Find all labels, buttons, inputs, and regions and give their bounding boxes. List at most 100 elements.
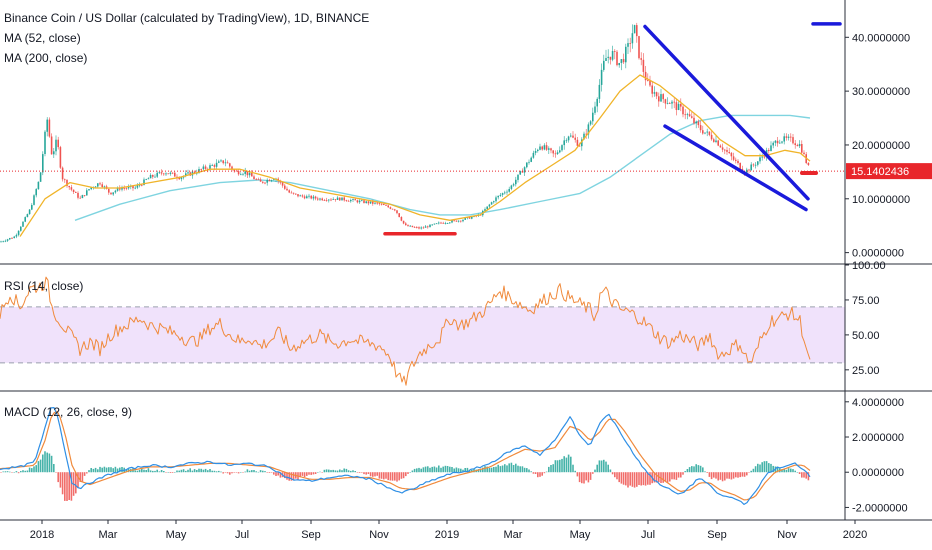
candle-body bbox=[565, 140, 568, 142]
macd-histogram-bar bbox=[625, 472, 627, 486]
macd-histogram-bar bbox=[757, 463, 759, 473]
candle-body bbox=[798, 144, 801, 147]
candle-body bbox=[121, 188, 123, 190]
candle-body bbox=[457, 220, 460, 222]
candle-body bbox=[409, 225, 411, 227]
candle-body bbox=[620, 59, 623, 63]
ma200-line bbox=[74, 114, 811, 221]
time-tick-label: 2018 bbox=[30, 529, 54, 541]
time-tick-label: 2020 bbox=[843, 529, 867, 541]
candle-body bbox=[521, 171, 524, 173]
macd-histogram-bar bbox=[402, 472, 405, 479]
macd-histogram-bar bbox=[752, 468, 755, 473]
macd-histogram-bar bbox=[160, 470, 163, 473]
macd-histogram-bar bbox=[332, 469, 334, 473]
candle-body bbox=[17, 230, 20, 235]
macd-histogram-bar bbox=[224, 472, 227, 473]
candle-body bbox=[242, 173, 244, 175]
candle-body bbox=[389, 207, 392, 209]
candle-body bbox=[666, 103, 669, 104]
candle-body bbox=[424, 226, 427, 228]
candle-body bbox=[83, 195, 86, 196]
macd-histogram-bar bbox=[198, 468, 200, 473]
candle-body bbox=[119, 187, 121, 190]
candle-body bbox=[510, 185, 513, 189]
candle-body bbox=[308, 195, 310, 197]
candle-body bbox=[378, 203, 381, 204]
candle-body bbox=[618, 63, 620, 66]
candle-body bbox=[405, 223, 407, 226]
macd-histogram-bar bbox=[2, 471, 4, 473]
candle-body bbox=[746, 169, 748, 174]
macd-histogram-bar bbox=[68, 472, 70, 500]
candle-body bbox=[262, 181, 264, 183]
candle-body bbox=[2, 241, 4, 243]
macd-pane[interactable] bbox=[0, 407, 811, 505]
candle-body bbox=[438, 222, 440, 224]
macd-histogram-bar bbox=[0, 472, 2, 473]
candle-body bbox=[680, 103, 682, 107]
candle-body bbox=[781, 141, 783, 143]
macd-histogram-bar bbox=[413, 468, 416, 473]
candle-body bbox=[726, 150, 728, 152]
macd-histogram-bar bbox=[563, 456, 565, 473]
macd-histogram-bar bbox=[339, 469, 341, 473]
macd-histogram-bar bbox=[671, 472, 673, 480]
candle-body bbox=[699, 125, 702, 131]
macd-histogram-bar bbox=[519, 466, 521, 473]
macd-histogram-bar bbox=[460, 468, 462, 473]
candle-body bbox=[268, 179, 271, 182]
candle-body bbox=[673, 101, 675, 103]
price-pane[interactable] bbox=[0, 22, 845, 243]
candle-body bbox=[158, 172, 161, 174]
candle-body bbox=[548, 148, 550, 150]
candle-body bbox=[68, 186, 70, 188]
macd-histogram-bar bbox=[743, 472, 746, 477]
macd-histogram-bar bbox=[479, 468, 482, 473]
macd-histogram-bar bbox=[53, 464, 55, 473]
candle-body bbox=[413, 227, 416, 228]
candle-body bbox=[341, 197, 343, 201]
candle-body bbox=[633, 25, 636, 34]
candle-body bbox=[660, 94, 662, 102]
candle-body bbox=[427, 226, 429, 228]
candle-body bbox=[314, 196, 317, 199]
candle-body bbox=[653, 92, 656, 94]
candle-body bbox=[592, 112, 594, 122]
macd-histogram-bar bbox=[748, 472, 750, 473]
candle-body bbox=[114, 190, 117, 193]
rsi-pane[interactable] bbox=[0, 276, 845, 386]
macd-histogram-bar bbox=[790, 468, 792, 473]
macd-histogram-bar bbox=[50, 455, 53, 473]
macd-histogram-bar bbox=[587, 472, 590, 483]
candle-body bbox=[233, 169, 235, 171]
candle-body bbox=[631, 33, 634, 44]
macd-histogram-bar bbox=[55, 472, 57, 473]
macd-histogram-bar bbox=[321, 472, 323, 473]
candle-body bbox=[154, 176, 156, 178]
candle-body bbox=[440, 222, 442, 224]
macd-histogram-bar bbox=[772, 465, 774, 473]
candle-body bbox=[374, 202, 376, 204]
candle-body bbox=[693, 117, 695, 124]
candle-body bbox=[638, 36, 640, 59]
macd-histogram-bar bbox=[677, 472, 680, 478]
macd-histogram-bar bbox=[97, 469, 99, 473]
candle-body bbox=[418, 227, 420, 229]
price-tick-label: 40.0000000 bbox=[852, 32, 910, 44]
candle-body bbox=[81, 195, 84, 199]
macd-histogram-bar bbox=[512, 465, 515, 473]
macd-histogram-bar bbox=[541, 472, 543, 476]
macd-histogram-bar bbox=[490, 467, 493, 473]
macd-histogram-bar bbox=[187, 469, 189, 473]
candle-body bbox=[332, 199, 334, 200]
candle-body bbox=[757, 161, 759, 165]
macd-histogram-bar bbox=[592, 472, 594, 474]
macd-histogram-bar bbox=[405, 472, 407, 477]
candle-body bbox=[655, 92, 658, 97]
candle-body bbox=[354, 199, 356, 201]
candle-body bbox=[358, 200, 361, 203]
rsi-tick-label: 25.00 bbox=[852, 365, 880, 377]
macd-histogram-bar bbox=[171, 472, 174, 473]
candle-body bbox=[537, 149, 539, 151]
